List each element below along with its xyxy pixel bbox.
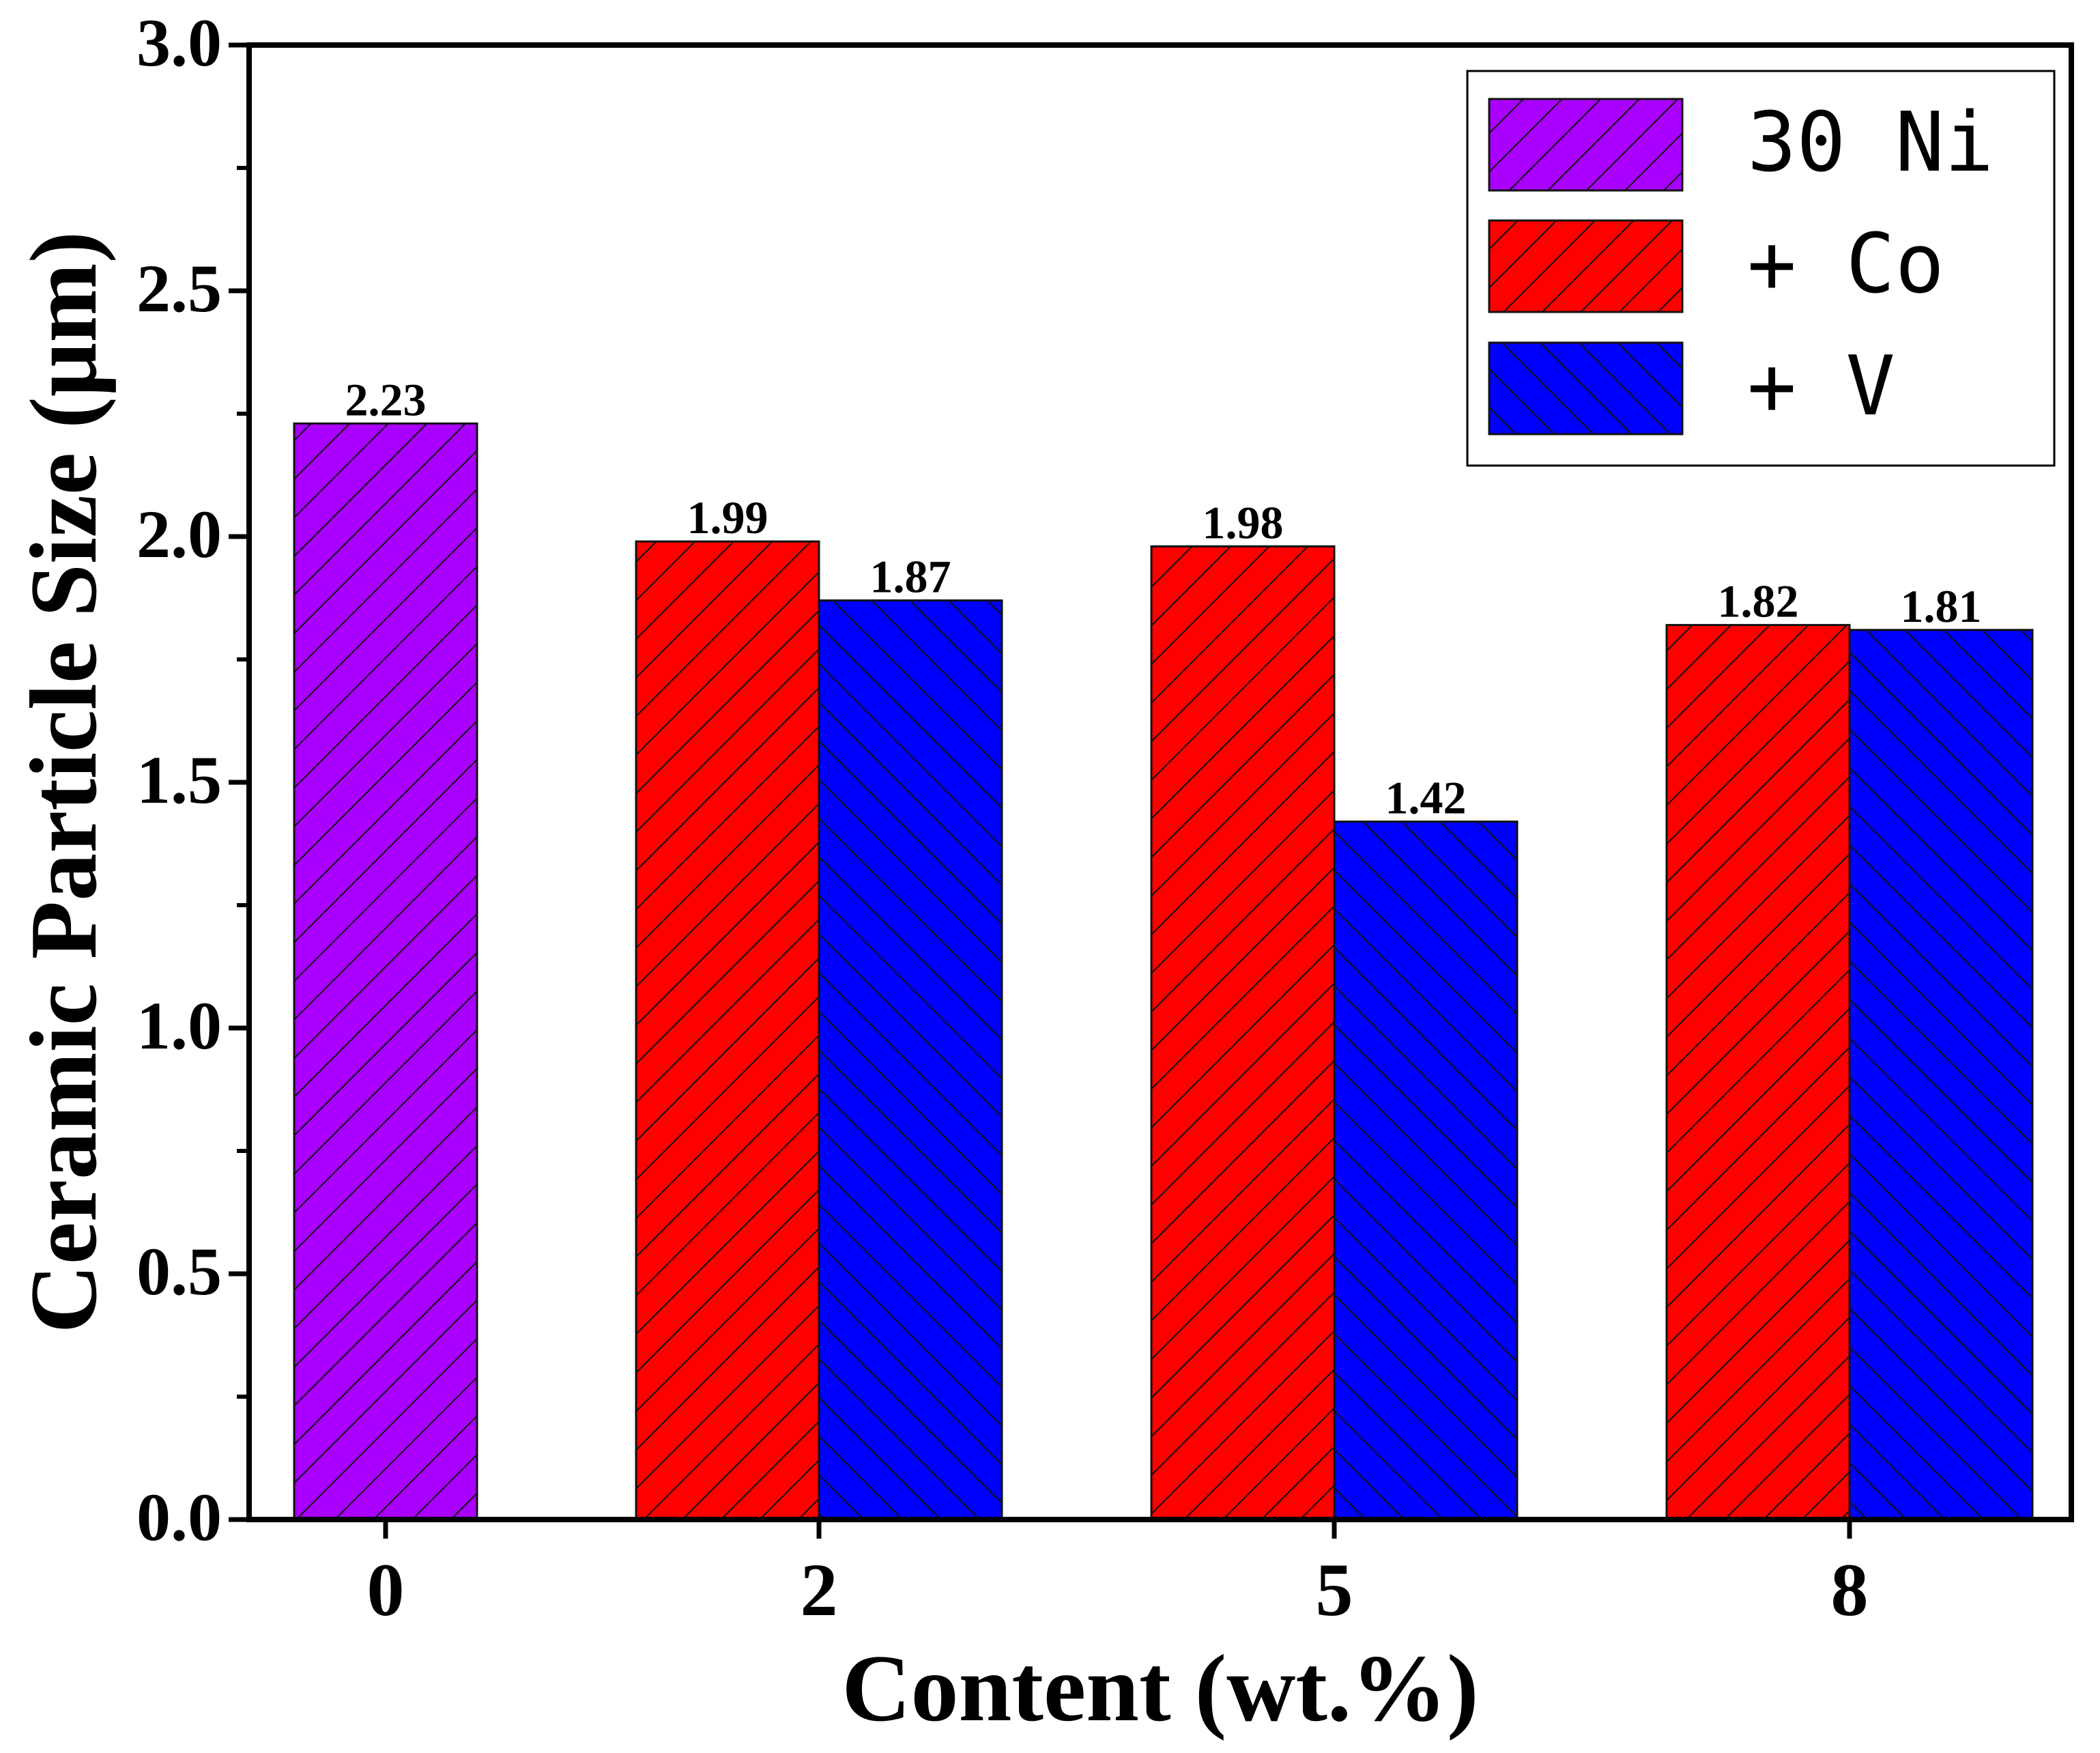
legend-entry: + Co — [1488, 217, 1944, 313]
data-label: 1.82 — [1718, 575, 1799, 627]
data-label: 1.98 — [1203, 496, 1284, 548]
legend-label: + Co — [1747, 217, 1944, 312]
bar-hatch — [818, 599, 1003, 1521]
legend: 30 Ni + Co + V — [1466, 70, 2056, 467]
legend-entry: 30 Ni — [1488, 96, 1994, 192]
x-tick-label: 2 — [801, 1548, 838, 1631]
y-tick-label: 1.5 — [136, 742, 222, 818]
x-tick-label: 8 — [1831, 1548, 1869, 1631]
x-axis-title: Content (wt.%) — [842, 1636, 1478, 1741]
bar-hatch — [293, 422, 478, 1521]
bar-co-5 — [1150, 545, 1336, 1521]
legend-label: 30 Ni — [1747, 96, 1994, 190]
bar-v-5 — [1333, 821, 1519, 1521]
x-tick-label: 5 — [1316, 1548, 1353, 1631]
y-axis-title: Ceramic Particle Size (μm) — [11, 231, 117, 1334]
y-tick-label: 2.0 — [136, 496, 222, 572]
data-label: 1.81 — [1901, 580, 1982, 632]
y-tick-label: 2.5 — [136, 251, 222, 326]
data-label: 1.42 — [1385, 772, 1467, 824]
y-tick-label: 3.0 — [136, 5, 222, 81]
bar-hatch — [1333, 821, 1519, 1521]
bar-hatch — [1848, 629, 2034, 1521]
x-tick-label: 0 — [367, 1548, 405, 1631]
data-label: 1.99 — [687, 491, 768, 543]
data-label: 1.87 — [870, 551, 951, 603]
bar-hatch — [1665, 624, 1851, 1521]
legend-entry: + V — [1488, 339, 1895, 436]
bar-v-8 — [1848, 629, 2034, 1521]
y-axis: 0.0 0.5 1.0 1.5 2.0 2.5 3.0 — [136, 5, 249, 1555]
bars — [293, 422, 2034, 1521]
y-tick-label: 1.0 — [136, 988, 222, 1064]
bar-30-ni-0 — [293, 422, 478, 1521]
legend-swatch-hatch — [1488, 341, 1684, 436]
legend-label: + V — [1747, 339, 1895, 434]
x-axis: 0 2 5 8 — [367, 1520, 1869, 1631]
data-label: 2.23 — [345, 373, 427, 425]
data-labels: 2.23 1.99 1.87 1.98 1.42 1.82 1.81 — [345, 373, 1982, 823]
bar-co-8 — [1665, 624, 1851, 1521]
bar-v-2 — [818, 599, 1003, 1521]
legend-swatch-hatch — [1488, 219, 1684, 313]
legend-swatch-hatch — [1488, 98, 1684, 192]
bar-hatch — [1150, 545, 1336, 1521]
bar-hatch — [635, 540, 820, 1521]
y-tick-label: 0.0 — [136, 1479, 222, 1555]
y-tick-label: 0.5 — [136, 1234, 222, 1309]
bar-co-2 — [635, 540, 820, 1521]
